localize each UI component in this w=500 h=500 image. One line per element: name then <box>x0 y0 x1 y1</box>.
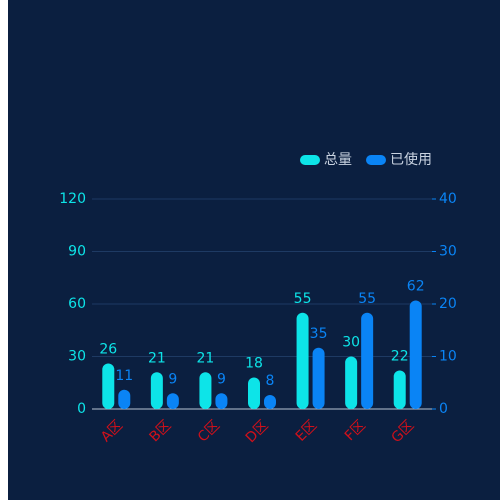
y-tick-label: 90 <box>68 244 86 260</box>
panel <box>8 0 500 500</box>
legend-swatch <box>300 155 320 165</box>
bar <box>296 312 309 409</box>
y-tick-label: 30 <box>68 349 86 365</box>
value-label: 21 <box>148 350 166 366</box>
bar <box>312 347 325 409</box>
y2-tick-label: 10 <box>439 349 457 365</box>
bar <box>215 393 228 409</box>
legend-swatch <box>366 155 386 165</box>
bar <box>361 312 374 409</box>
y2-tick-label: 40 <box>439 191 457 207</box>
bar <box>409 300 422 409</box>
bar <box>393 370 406 409</box>
value-label: 62 <box>407 279 425 295</box>
value-label: 55 <box>294 291 312 307</box>
bar <box>150 372 163 409</box>
bar <box>118 389 131 409</box>
value-label: 22 <box>391 349 409 365</box>
value-label: 30 <box>342 335 360 351</box>
value-label: 26 <box>99 342 117 358</box>
y-tick-label: 60 <box>68 296 86 312</box>
bar <box>199 372 212 409</box>
legend-label: 总量 <box>324 152 352 168</box>
y2-tick-label: 30 <box>439 244 457 260</box>
y2-tick-label: 20 <box>439 296 457 312</box>
value-label: 18 <box>245 356 263 372</box>
value-label: 55 <box>358 291 376 307</box>
value-label: 9 <box>217 371 226 387</box>
bar <box>264 395 276 409</box>
y2-tick-label: 0 <box>439 401 448 417</box>
value-label: 35 <box>310 326 328 342</box>
value-label: 21 <box>197 350 215 366</box>
legend-label: 已使用 <box>390 151 432 168</box>
value-label: 11 <box>115 368 133 384</box>
y-tick-label: 0 <box>77 401 86 417</box>
bar <box>248 377 260 409</box>
value-label: 8 <box>266 373 275 389</box>
y-tick-label: 120 <box>59 191 86 207</box>
bar <box>102 363 115 409</box>
bar <box>166 393 179 409</box>
value-label: 9 <box>168 371 177 387</box>
bar <box>345 356 358 409</box>
